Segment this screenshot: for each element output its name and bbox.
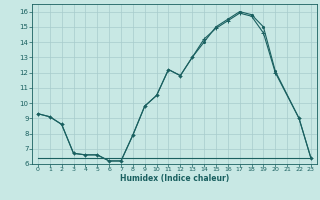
X-axis label: Humidex (Indice chaleur): Humidex (Indice chaleur) — [120, 174, 229, 183]
